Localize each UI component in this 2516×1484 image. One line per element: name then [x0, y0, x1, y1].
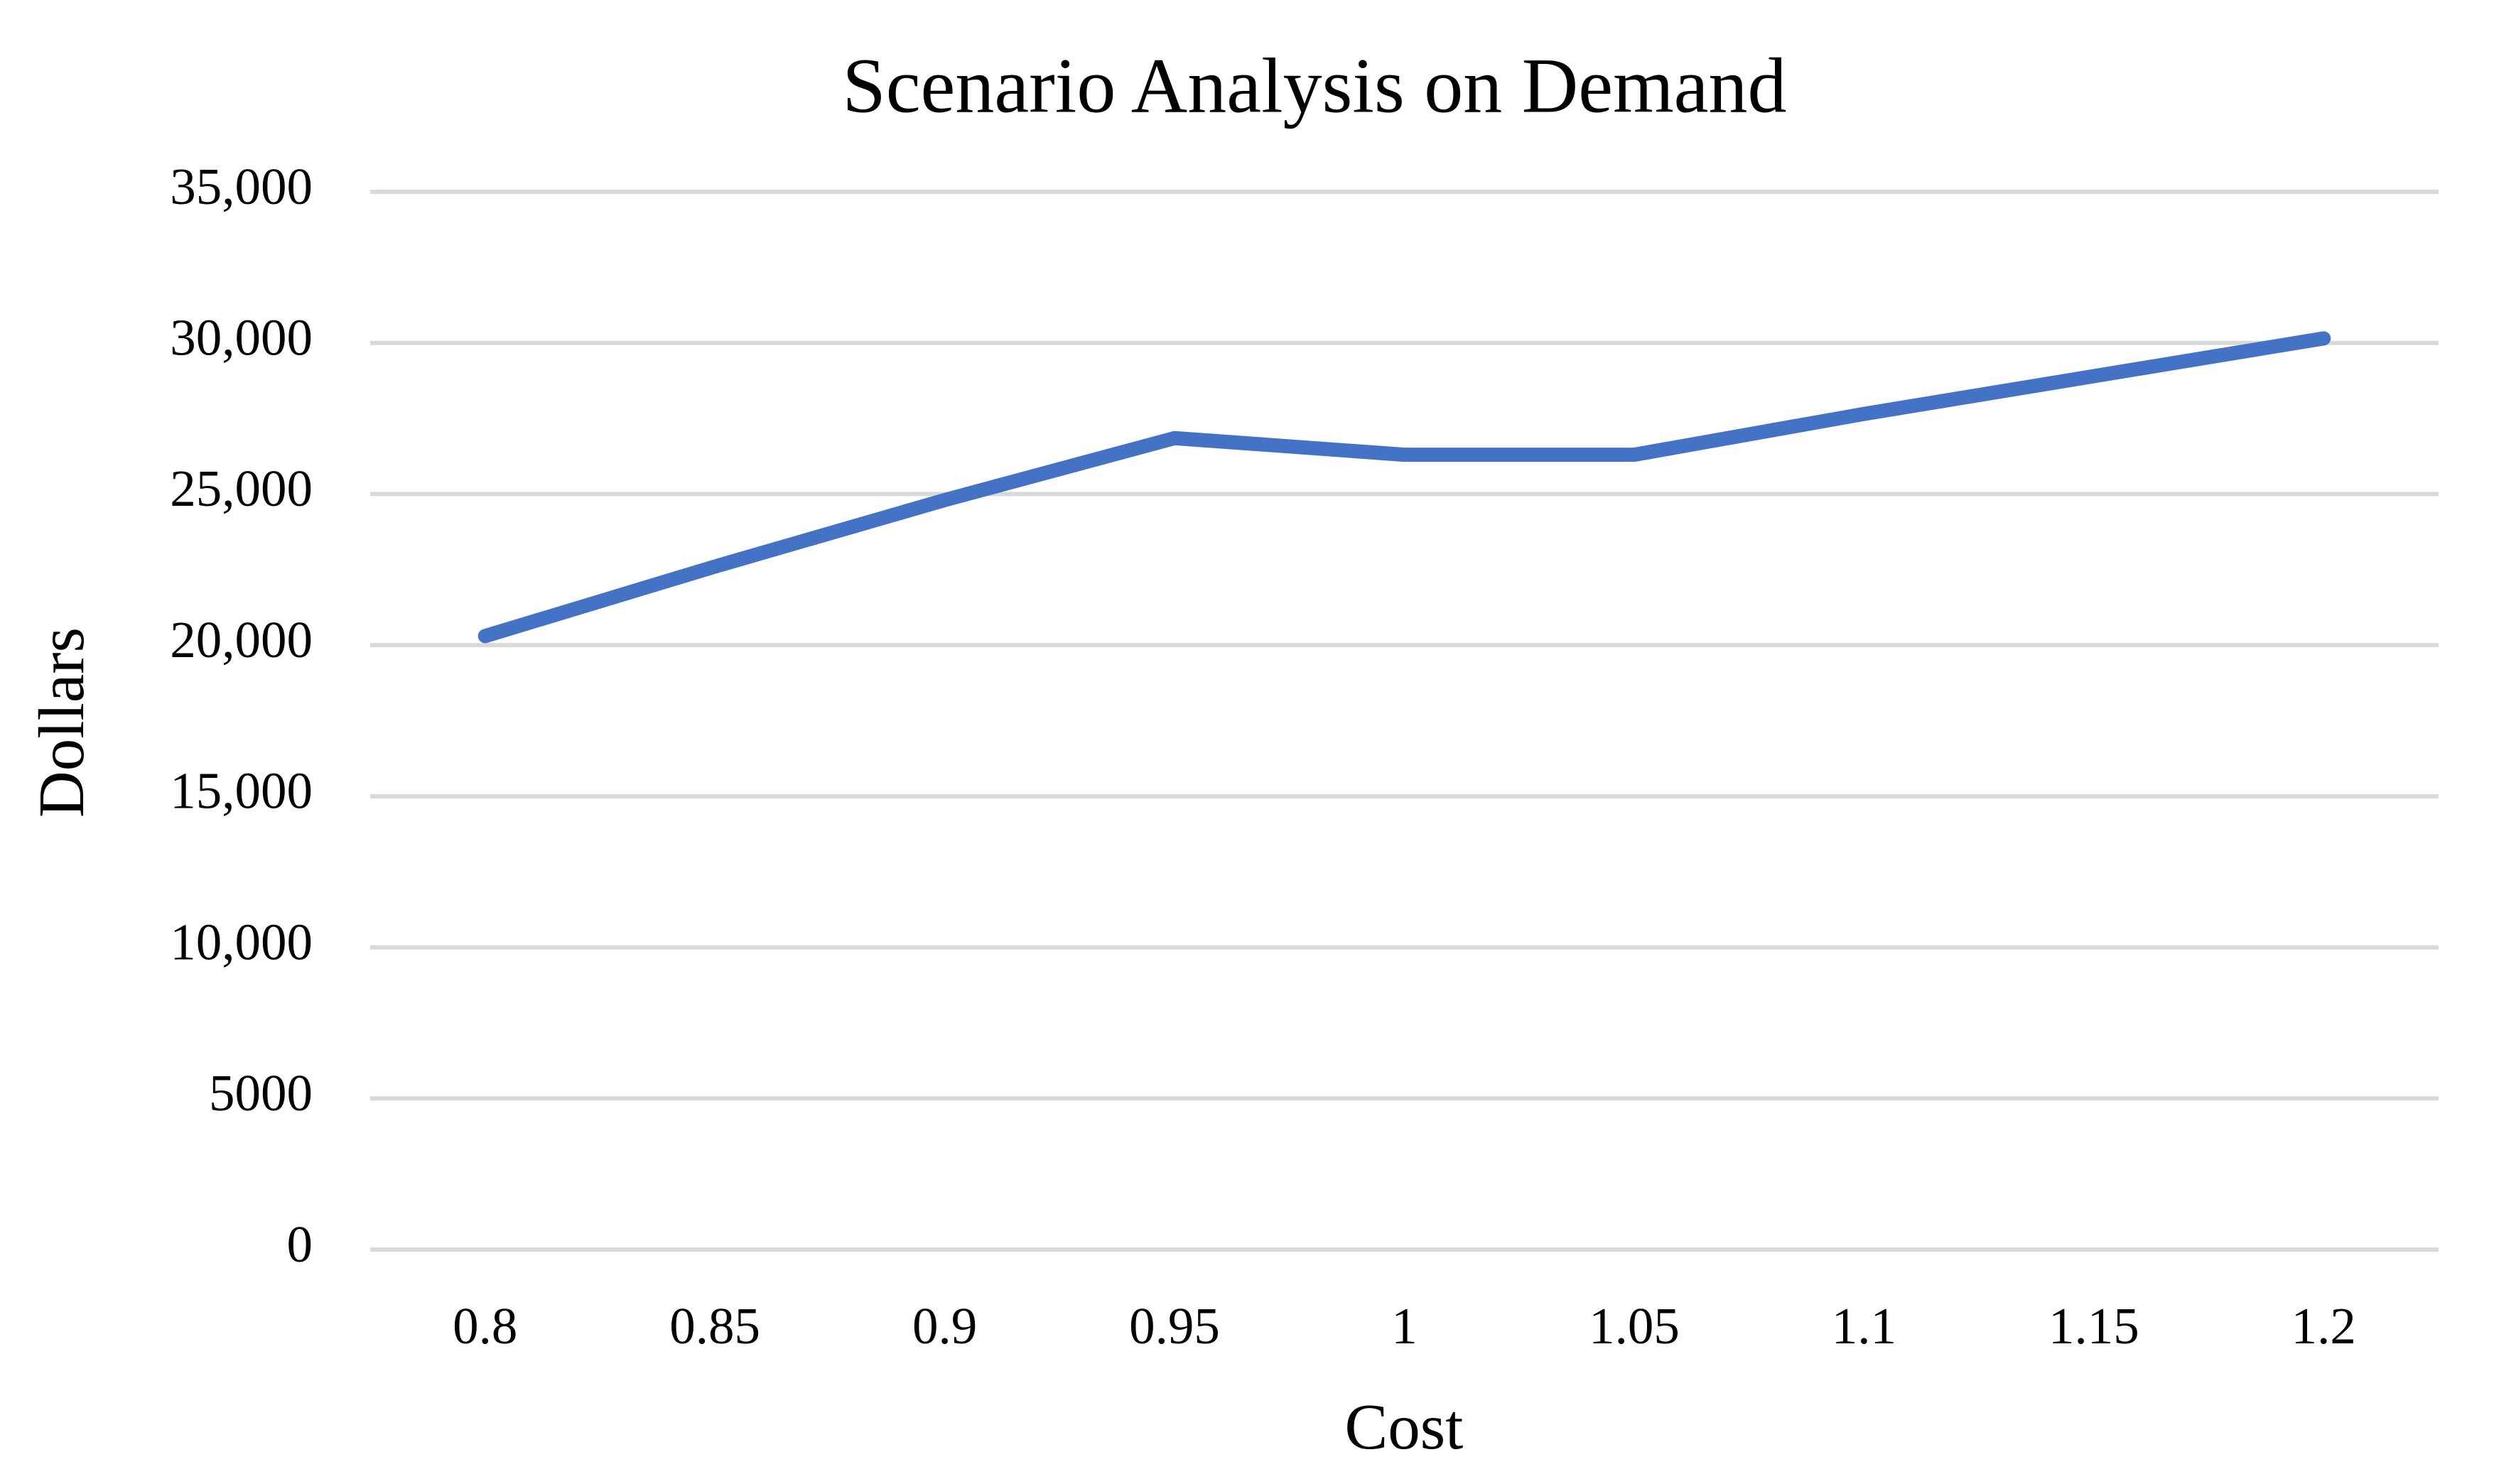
- x-tick-label: 1.05: [1589, 1297, 1680, 1355]
- x-tick-label: 0.9: [912, 1297, 977, 1355]
- data-line: [477, 331, 2331, 644]
- y-tick-label: 20,000: [170, 611, 313, 668]
- y-tick-label: 15,000: [170, 762, 313, 820]
- x-tick-label: 1.15: [2048, 1297, 2139, 1355]
- y-tick-label: 5000: [209, 1064, 313, 1122]
- x-tick-label: 0.85: [669, 1297, 760, 1355]
- y-tick-label: 35,000: [170, 158, 313, 215]
- x-tick-label: 1: [1391, 1297, 1418, 1355]
- y-tick-label: 30,000: [170, 308, 313, 366]
- x-tick-label: 1.1: [1832, 1297, 1896, 1355]
- chart-title: Scenario Analysis on Demand: [843, 42, 1787, 129]
- y-tick-label: 10,000: [170, 913, 313, 970]
- x-tick-label: 0.95: [1129, 1297, 1220, 1355]
- x-axis-label: Cost: [1345, 1391, 1464, 1463]
- y-axis-label: Dollars: [26, 627, 97, 818]
- x-tick-label: 1.2: [2291, 1297, 2356, 1355]
- y-tick-label: 25,000: [170, 460, 313, 517]
- y-tick-label: 0: [287, 1215, 313, 1273]
- x-tick-label: 0.8: [453, 1297, 517, 1355]
